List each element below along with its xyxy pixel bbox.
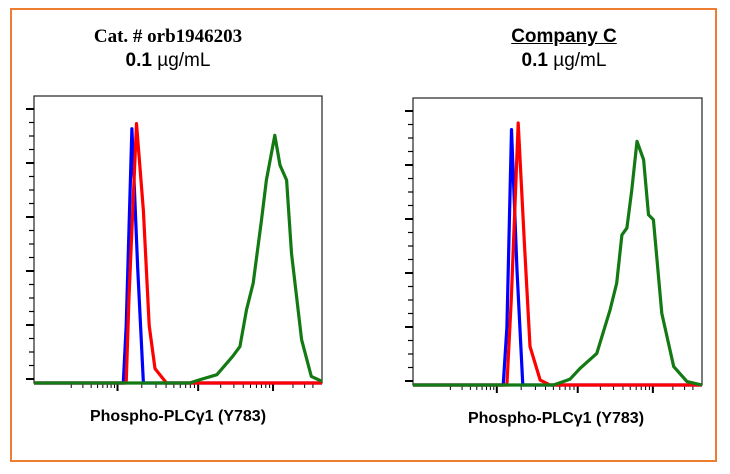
concentration-unit: µg/mL bbox=[553, 50, 607, 71]
histogram-series-green bbox=[413, 139, 703, 387]
left-x-axis-label: Phospho-PLCγ1 (Y783) bbox=[89, 408, 267, 425]
left-chart-title: Cat. # orb1946203 bbox=[93, 26, 243, 47]
histogram-series-blue bbox=[413, 128, 702, 387]
right-x-axis-label: Phospho-PLCγ1 (Y783) bbox=[467, 410, 645, 427]
right-chart-title: Company C bbox=[511, 26, 617, 47]
plot-frame bbox=[412, 97, 703, 386]
figure-border bbox=[10, 8, 717, 462]
histogram-series-blue bbox=[34, 127, 322, 385]
concentration-value: 0.1 bbox=[125, 50, 152, 71]
left-chart-subtitle: 0.1 µg/mL bbox=[18, 49, 318, 73]
histogram-series-green bbox=[34, 133, 323, 385]
histogram-series-red bbox=[413, 121, 702, 387]
concentration-value: 0.1 bbox=[521, 50, 548, 71]
right-chart-title-block: Company C 0.1 µg/mL bbox=[414, 25, 714, 73]
histogram-series-red bbox=[34, 121, 322, 385]
right-chart-subtitle: 0.1 µg/mL bbox=[414, 49, 714, 73]
plot-frame bbox=[33, 95, 323, 384]
concentration-unit: µg/mL bbox=[157, 50, 211, 71]
left-chart-title-block: Cat. # orb1946203 0.1 µg/mL bbox=[18, 25, 318, 73]
